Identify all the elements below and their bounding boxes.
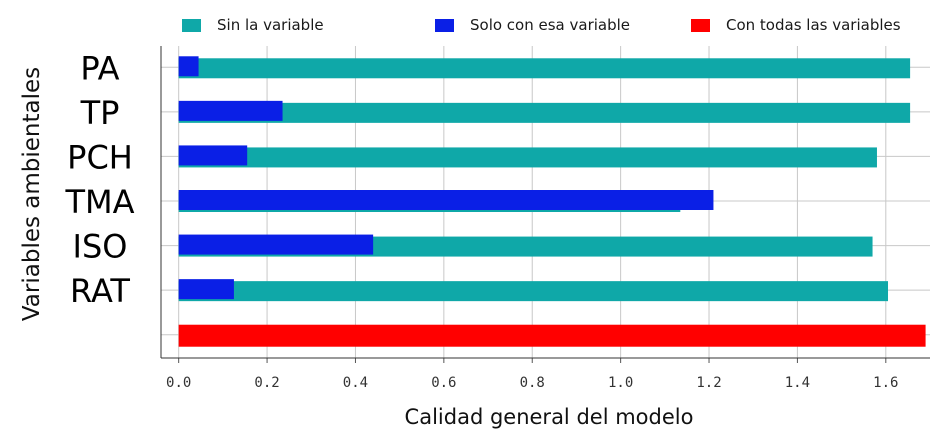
bar-solo-con-esa-variable-pch <box>179 145 248 165</box>
bar-sin-la-variable-rat <box>179 281 888 301</box>
bar-solo-con-esa-variable-tp <box>179 101 283 121</box>
x-tick-label-6: 1.2 <box>696 375 721 391</box>
y-tick-label-rat: RAT <box>70 272 130 310</box>
legend-item-sin-la-variable: Sin la variable <box>182 14 324 36</box>
bar-solo-con-esa-variable-iso <box>179 235 373 255</box>
y-tick-label-tma: TMA <box>64 183 134 221</box>
legend-label-solo-con-esa-variable: Solo con esa variable <box>470 16 630 34</box>
legend-swatch-sin-la-variable <box>182 19 201 32</box>
legend-label-sin-la-variable: Sin la variable <box>217 16 324 34</box>
x-tick-label-2: 0.4 <box>343 375 368 391</box>
y-tick-label-tp: TP <box>80 94 120 132</box>
bar-solo-con-esa-variable-tma <box>179 190 714 210</box>
legend-item-con-todas-las-variables: Con todas las variables <box>691 14 901 36</box>
y-tick-label-pch: PCH <box>67 138 133 176</box>
bar-sin-la-variable-pa <box>179 58 910 78</box>
x-tick-label-0: 0.0 <box>166 375 191 391</box>
x-tick-label-8: 1.6 <box>873 375 898 391</box>
y-tick-label-iso: ISO <box>73 228 128 266</box>
x-axis-title: Calidad general del modelo <box>405 405 694 429</box>
legend-swatch-con-todas-las-variables <box>691 19 710 32</box>
bar-solo-con-esa-variable-pa <box>179 56 199 76</box>
x-tick-label-3: 0.6 <box>431 375 456 391</box>
bar-sin-la-variable-tp <box>179 103 910 123</box>
y-axis-title: Variables ambientales <box>19 67 45 321</box>
y-tick-label-pa: PA <box>80 49 119 87</box>
legend-swatch-solo-con-esa-variable <box>435 19 454 32</box>
bar-solo-con-esa-variable-rat <box>179 279 234 299</box>
x-tick-label-4: 0.8 <box>520 375 545 391</box>
bar-con-todas-las-variables <box>179 325 926 347</box>
legend-label-con-todas-las-variables: Con todas las variables <box>726 16 901 34</box>
x-tick-label-7: 1.4 <box>785 375 810 391</box>
x-tick-label-5: 1.0 <box>608 375 633 391</box>
x-tick-label-1: 0.2 <box>254 375 279 391</box>
legend-item-solo-con-esa-variable: Solo con esa variable <box>435 14 630 36</box>
bar-sin-la-variable-pch <box>179 147 877 167</box>
